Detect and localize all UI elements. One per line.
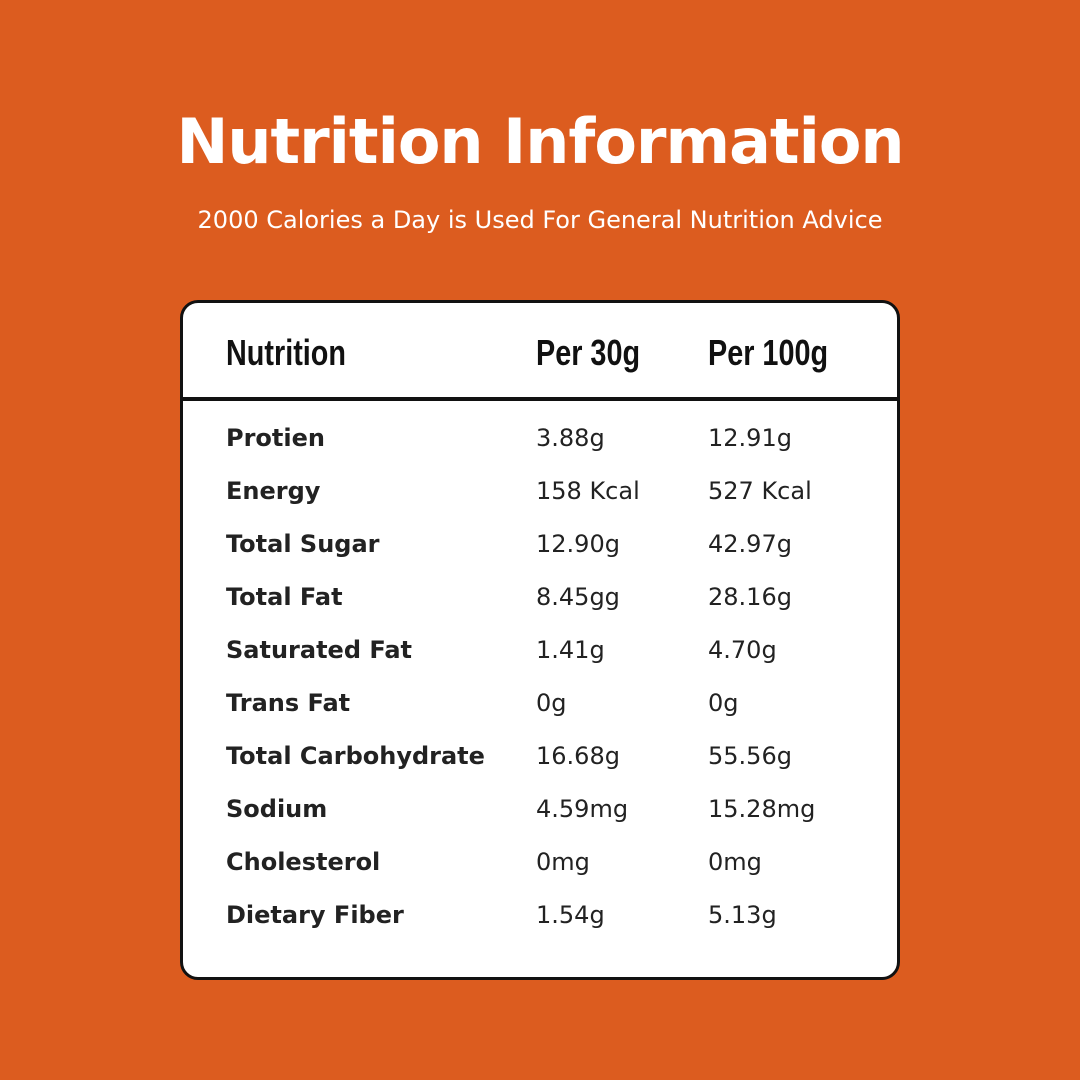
page-subtitle: 2000 Calories a Day is Used For General … [197, 206, 883, 234]
value-per-100g: 4.70g [708, 636, 777, 664]
nutrient-name: Energy [226, 477, 321, 505]
nutrient-name: Sodium [226, 795, 328, 823]
value-per-100g: 42.97g [708, 530, 792, 558]
nutrient-name: Total Fat [226, 583, 343, 611]
page-title: Nutrition Information [176, 105, 904, 178]
table-row: Saturated Fat 1.41g 4.70g [183, 630, 897, 683]
value-per-30g: 0g [536, 689, 567, 717]
nutrient-name: Cholesterol [226, 848, 381, 876]
value-per-30g: 1.54g [536, 901, 605, 929]
value-per-100g: 12.91g [708, 424, 792, 452]
nutrient-name: Dietary Fiber [226, 901, 404, 929]
value-per-30g: 4.59mg [536, 795, 629, 823]
value-per-30g: 158 Kcal [536, 477, 640, 505]
nutrient-name: Total Carbohydrate [226, 742, 485, 770]
nutrient-name: Saturated Fat [226, 636, 413, 664]
table-row: Protien 3.88g 12.91g [183, 418, 897, 471]
value-per-100g: 0g [708, 689, 739, 717]
value-per-30g: 3.88g [536, 424, 605, 452]
table-row: Trans Fat 0g 0g [183, 683, 897, 736]
value-per-100g: 0mg [708, 848, 762, 876]
value-per-100g: 527 Kcal [708, 477, 812, 505]
nutrition-table: Nutrition Per 30g Per 100g Protien 3.88g… [180, 300, 900, 980]
value-per-100g: 15.28mg [708, 795, 816, 823]
value-per-30g: 12.90g [536, 530, 620, 558]
value-per-30g: 1.41g [536, 636, 605, 664]
value-per-100g: 5.13g [708, 901, 777, 929]
table-row: Total Carbohydrate 16.68g 55.56g [183, 736, 897, 789]
nutrient-name: Trans Fat [226, 689, 351, 717]
table-body: Protien 3.88g 12.91g Energy 158 Kcal 527… [183, 418, 897, 948]
table-row: Energy 158 Kcal 527 Kcal [183, 471, 897, 524]
table-row: Cholesterol 0mg 0mg [183, 842, 897, 895]
nutrient-name: Protien [226, 424, 325, 452]
header-per-100g: Per 100g [708, 332, 829, 373]
value-per-30g: 16.68g [536, 742, 620, 770]
value-per-100g: 55.56g [708, 742, 792, 770]
header-per-30g: Per 30g [536, 332, 641, 373]
table-row: Total Fat 8.45gg 28.16g [183, 577, 897, 630]
header-nutrition: Nutrition [226, 332, 346, 373]
value-per-30g: 0mg [536, 848, 590, 876]
table-row: Total Sugar 12.90g 42.97g [183, 524, 897, 577]
nutrient-name: Total Sugar [226, 530, 380, 558]
value-per-30g: 8.45gg [536, 583, 620, 611]
table-header: Nutrition Per 30g Per 100g [183, 303, 897, 401]
value-per-100g: 28.16g [708, 583, 792, 611]
table-row: Sodium 4.59mg 15.28mg [183, 789, 897, 842]
table-row: Dietary Fiber 1.54g 5.13g [183, 895, 897, 948]
